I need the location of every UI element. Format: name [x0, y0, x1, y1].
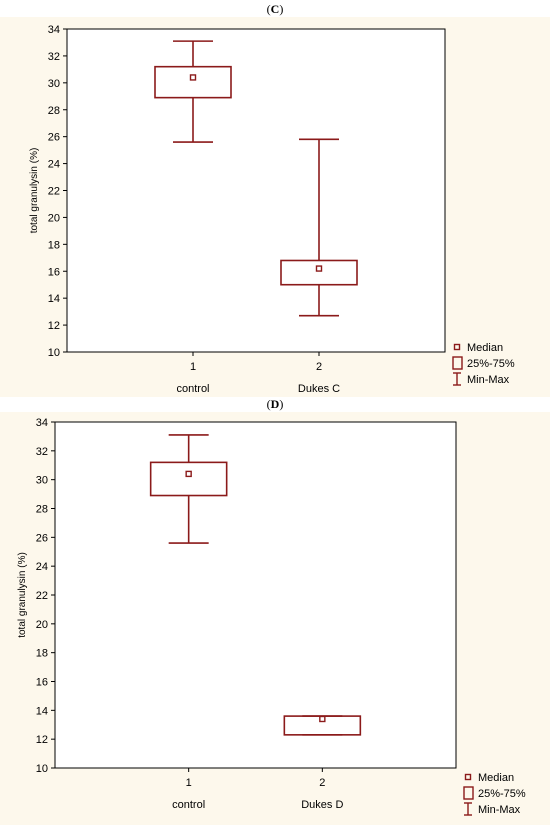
panel-d-title-open: (: [266, 397, 271, 411]
plot-frame: [66, 28, 446, 353]
panel-c-title: (C): [0, 2, 550, 17]
iqr-box: [280, 259, 358, 286]
y-tick-label: 30: [36, 475, 48, 487]
legend-box-icon: [452, 356, 463, 370]
x-tick-label: 2: [319, 777, 325, 789]
median-marker: [185, 470, 192, 478]
legend-box-label: 25%-75%: [467, 358, 515, 370]
box-dukes-c: [280, 138, 358, 317]
y-tick-label: 10: [36, 763, 48, 775]
y-tick-label: 16: [36, 677, 48, 689]
y-tick-label: 24: [36, 561, 48, 573]
legend-median-label: Median: [478, 772, 514, 784]
panel-c-title-open: (: [266, 2, 271, 16]
median-marker: [315, 265, 323, 272]
y-tick-label: 16: [48, 266, 60, 278]
panel-c-title-letter: C: [270, 2, 280, 16]
y-tick-label: 20: [36, 619, 48, 631]
x-group-label: control: [176, 383, 209, 395]
iqr-box: [154, 65, 232, 99]
plot-frame: [54, 421, 457, 769]
y-tick-label: 14: [36, 705, 48, 717]
legend-median-label: Median: [467, 342, 503, 354]
y-tick-label: 12: [36, 734, 48, 746]
x-group-label: Dukes D: [301, 799, 343, 811]
x-group-label: control: [172, 799, 205, 811]
y-tick-label: 26: [48, 132, 60, 144]
panel-d-title-letter: D: [270, 397, 280, 411]
box-control: [154, 40, 232, 143]
y-tick-label: 24: [48, 159, 60, 171]
legend-minmax-label: Min-Max: [478, 804, 521, 816]
box-dukes-d: [283, 715, 362, 736]
y-tick-label: 30: [48, 78, 60, 90]
y-axis-title: total granulysin (%): [17, 552, 28, 638]
panel-c-title-close: ): [279, 2, 284, 16]
legend-median-icon: [464, 773, 472, 781]
y-tick-label: 12: [48, 320, 60, 332]
iqr-box: [149, 461, 228, 497]
y-tick-label: 22: [36, 590, 48, 602]
median-marker: [319, 715, 326, 723]
y-axis-title: total granulysin (%): [29, 148, 40, 234]
legend-box-label: 25%-75%: [478, 788, 526, 800]
y-tick-label: 28: [36, 504, 48, 516]
y-tick-label: 18: [36, 648, 48, 660]
y-tick-label: 34: [48, 24, 60, 36]
x-tick-label: 1: [186, 777, 192, 789]
median-marker: [189, 74, 197, 81]
x-tick-label: 1: [190, 361, 196, 373]
y-tick-label: 26: [36, 532, 48, 544]
panel-d-title: (D): [0, 397, 550, 412]
legend-median-icon: [453, 343, 461, 351]
y-tick-label: 28: [48, 105, 60, 117]
legend: Median 25%-75% Min-Max: [452, 342, 515, 386]
y-tick-label: 32: [48, 51, 60, 63]
box-control: [149, 434, 228, 544]
panel-d-title-close: ): [279, 397, 284, 411]
legend-box-icon: [463, 786, 474, 800]
y-tick-label: 18: [48, 239, 60, 251]
y-tick-label: 20: [48, 212, 60, 224]
legend: Median 25%-75% Min-Max: [463, 772, 526, 816]
legend-minmax-label: Min-Max: [467, 374, 510, 386]
y-tick-label: 34: [36, 417, 48, 429]
y-tick-label: 14: [48, 293, 60, 305]
y-tick-label: 32: [36, 446, 48, 458]
x-group-label: Dukes C: [298, 383, 340, 395]
y-tick-label: 22: [48, 186, 60, 198]
y-tick-label: 10: [48, 347, 60, 359]
x-tick-label: 2: [316, 361, 322, 373]
